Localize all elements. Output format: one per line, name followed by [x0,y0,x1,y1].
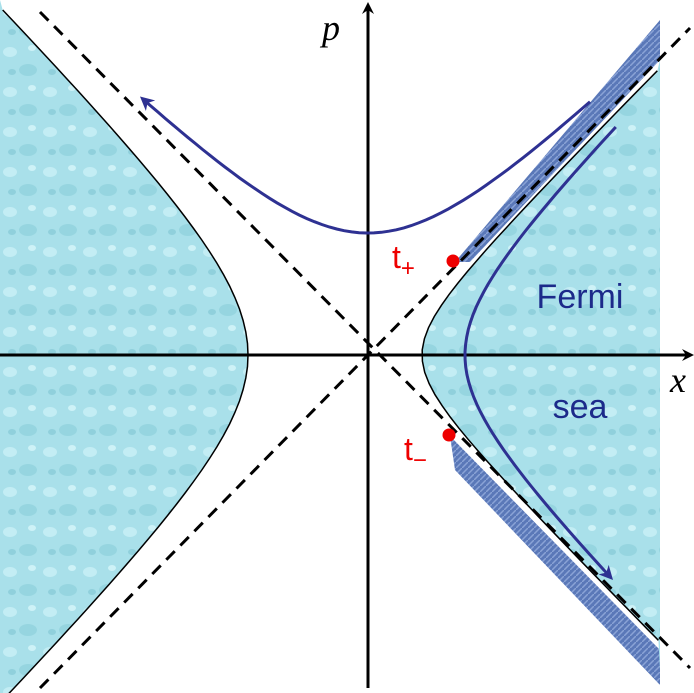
diagram-shapes [0,0,690,693]
t-plus-label: t+ [392,239,415,282]
phase-space-diagram: p x t+ t− Fermi sea [0,0,694,693]
left-fermi-sea [0,0,248,693]
sea-label: sea [553,388,608,426]
t-plus-sub: + [401,255,415,282]
t-plus-base: t [392,239,401,275]
p-axis-label: p [319,8,340,48]
t-minus-sub: − [413,447,427,474]
fermi-label: Fermi [537,278,624,316]
t-minus-point [443,429,456,442]
x-axis-label: x [669,360,686,400]
right-fermi-sea [422,60,660,670]
t-plus-point [447,255,460,268]
t-minus-label: t− [404,431,427,474]
t-minus-base: t [404,431,413,467]
